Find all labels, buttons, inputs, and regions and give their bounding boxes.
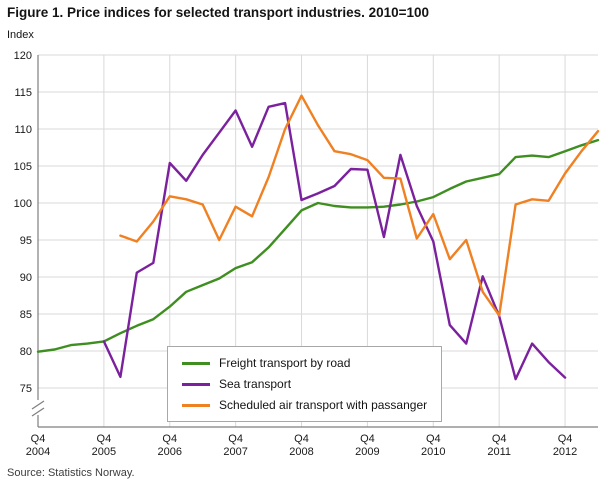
y-tick-label: 80 xyxy=(20,346,32,358)
x-tick-label-quarter: Q4 xyxy=(228,433,243,445)
legend-swatch-air-transport xyxy=(182,403,210,407)
axis-break-gap xyxy=(33,400,43,415)
y-tick-label: 115 xyxy=(14,87,32,99)
x-tick-label-quarter: Q4 xyxy=(97,433,112,445)
y-tick-label: 95 xyxy=(20,235,32,247)
x-tick-label-quarter: Q4 xyxy=(558,433,573,445)
y-axis-unit-label: Index xyxy=(7,29,34,41)
x-tick-label-year: 2011 xyxy=(487,446,511,458)
x-tick-label-year: 2005 xyxy=(92,446,116,458)
legend-label-air-transport: Scheduled air transport with passanger xyxy=(219,398,428,412)
y-tick-label: 110 xyxy=(14,124,32,136)
legend-item-air-transport: Scheduled air transport with passanger xyxy=(182,398,427,412)
y-tick-label: 85 xyxy=(20,309,32,321)
x-tick-label-quarter: Q4 xyxy=(31,433,46,445)
axis-break-mark xyxy=(31,400,45,410)
series-line-sea-transport xyxy=(102,101,567,381)
source-text: Source: Statistics Norway. xyxy=(7,467,135,479)
price-index-line-chart: 7580859095100105110115120Q42004Q42005Q42… xyxy=(14,50,600,458)
y-tick-label: 90 xyxy=(20,272,32,284)
series-line-freight-transport-by-road xyxy=(36,138,600,353)
x-tick-label-year: 2004 xyxy=(26,446,50,458)
y-tick-label: 120 xyxy=(14,50,32,62)
y-tick-label: 105 xyxy=(14,161,32,173)
x-tick-label-year: 2007 xyxy=(223,446,247,458)
x-tick-label-year: 2010 xyxy=(421,446,445,458)
legend-item-freight-road: Freight transport by road xyxy=(182,356,427,370)
y-tick-label: 100 xyxy=(14,198,32,210)
x-tick-label-year: 2008 xyxy=(289,446,313,458)
y-tick-label: 75 xyxy=(20,383,32,395)
chart-title: Figure 1. Price indices for selected tra… xyxy=(7,5,430,20)
legend: Freight transport by road Sea transport … xyxy=(167,346,443,422)
legend-swatch-freight-road xyxy=(182,361,210,365)
x-tick-label-quarter: Q4 xyxy=(162,433,177,445)
x-tick-label-year: 2012 xyxy=(553,446,577,458)
axis-break-mark xyxy=(31,407,45,417)
x-tick-label-quarter: Q4 xyxy=(492,433,507,445)
legend-label-sea-transport: Sea transport xyxy=(219,377,292,391)
series-line-scheduled-air-transport-with-passanger xyxy=(119,94,600,317)
x-tick-label-year: 2006 xyxy=(158,446,182,458)
x-tick-label-year: 2009 xyxy=(355,446,379,458)
legend-label-freight-road: Freight transport by road xyxy=(219,356,351,370)
x-tick-label-quarter: Q4 xyxy=(294,433,309,445)
legend-item-sea-transport: Sea transport xyxy=(182,377,427,391)
legend-swatch-sea-transport xyxy=(182,382,210,386)
x-tick-label-quarter: Q4 xyxy=(426,433,441,445)
x-tick-label-quarter: Q4 xyxy=(360,433,375,445)
